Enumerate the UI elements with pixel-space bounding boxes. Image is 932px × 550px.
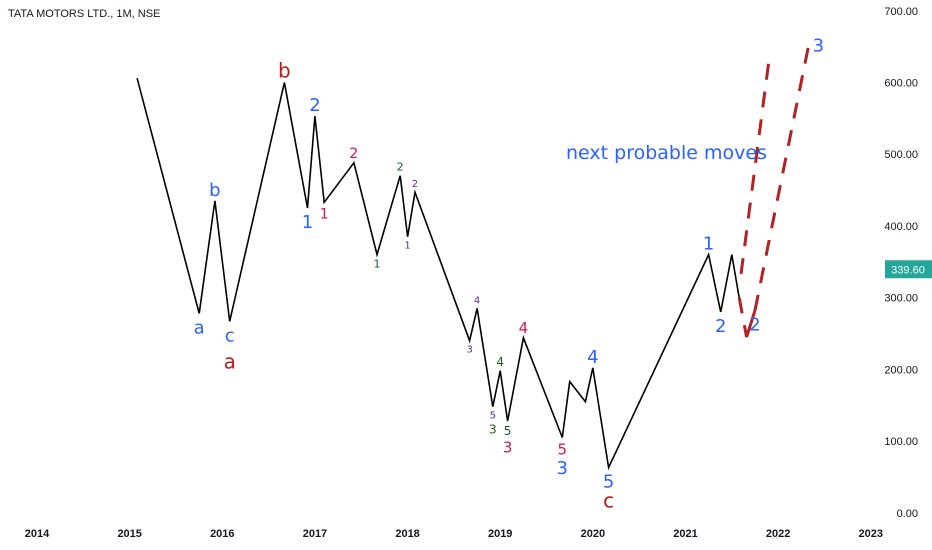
wave-label: 1	[703, 234, 714, 255]
wave-label: 2	[715, 316, 726, 337]
y-tick-label: 200.00	[884, 364, 918, 376]
wave-label: 1	[374, 258, 381, 271]
x-tick-label: 2021	[673, 528, 697, 540]
last-price-label: 339.60	[891, 264, 925, 276]
wave-label: 2	[309, 95, 320, 116]
wave-label: c	[225, 325, 235, 346]
x-tick-label: 2015	[117, 528, 141, 540]
wave-label: 3	[466, 345, 472, 356]
wave-label: 5	[504, 424, 512, 438]
projection-line	[737, 297, 749, 338]
wave-label: 3	[557, 458, 568, 479]
wave-label: a	[194, 317, 205, 338]
x-tick-label: 2014	[25, 528, 50, 540]
wave-label: 3	[813, 35, 824, 56]
wave-label: 1	[302, 212, 313, 233]
wave-label: 3	[503, 438, 513, 456]
time-axis[interactable]: 2014 2015 2016 2017 2018 2019 2020 2021 2022 2023	[25, 528, 883, 540]
y-tick-label: 300.00	[884, 293, 918, 305]
x-tick-label: 2023	[858, 528, 882, 540]
y-tick-label: 100.00	[884, 436, 918, 448]
wave-label: 4	[474, 295, 480, 306]
price-line	[136, 77, 740, 471]
series-layer	[136, 77, 740, 471]
x-tick-label: 2022	[766, 528, 790, 540]
wave-label: 2	[349, 146, 358, 162]
wave-label: b	[278, 58, 291, 82]
projection-layer	[737, 44, 811, 338]
price-axis[interactable]: 0.00 100.00 200.00 300.00 400.00 500.00 600.00…	[884, 6, 932, 520]
wave-label: 2	[749, 315, 760, 336]
y-tick-label: 600.00	[884, 77, 918, 89]
wave-label: a	[224, 349, 236, 373]
x-tick-label: 2016	[210, 528, 234, 540]
wave-label: 2	[412, 179, 418, 190]
x-tick-label: 2018	[395, 528, 419, 540]
wave-label: 4	[587, 347, 598, 368]
y-tick-label: 0.00	[897, 508, 918, 520]
wave-label: 5	[490, 411, 496, 422]
x-tick-label: 2019	[488, 528, 512, 540]
projection-line	[739, 60, 771, 275]
wave-label: c	[603, 489, 614, 513]
wave-label: b	[209, 180, 220, 201]
wave-label: 2	[397, 161, 404, 174]
x-tick-label: 2017	[303, 528, 327, 540]
projection-line	[745, 310, 757, 338]
y-tick-label: 400.00	[884, 221, 918, 233]
wave-label: 4	[496, 355, 504, 369]
annotation-note: next probable moves	[566, 142, 767, 164]
y-tick-label: 700.00	[884, 6, 918, 18]
wave-label: 1	[320, 206, 329, 222]
last-price-badge	[885, 260, 932, 279]
wave-label: 4	[519, 319, 529, 337]
symbol-title: TATA MOTORS LTD., 1M, NSE	[8, 8, 161, 20]
wave-label: 3	[489, 423, 497, 437]
projection-line	[753, 44, 811, 311]
wave-label: 5	[603, 472, 614, 493]
x-tick-label: 2020	[581, 528, 605, 540]
wave-label: 5	[558, 441, 568, 459]
wave-label: 1	[404, 241, 410, 252]
y-tick-label: 500.00	[884, 149, 918, 161]
